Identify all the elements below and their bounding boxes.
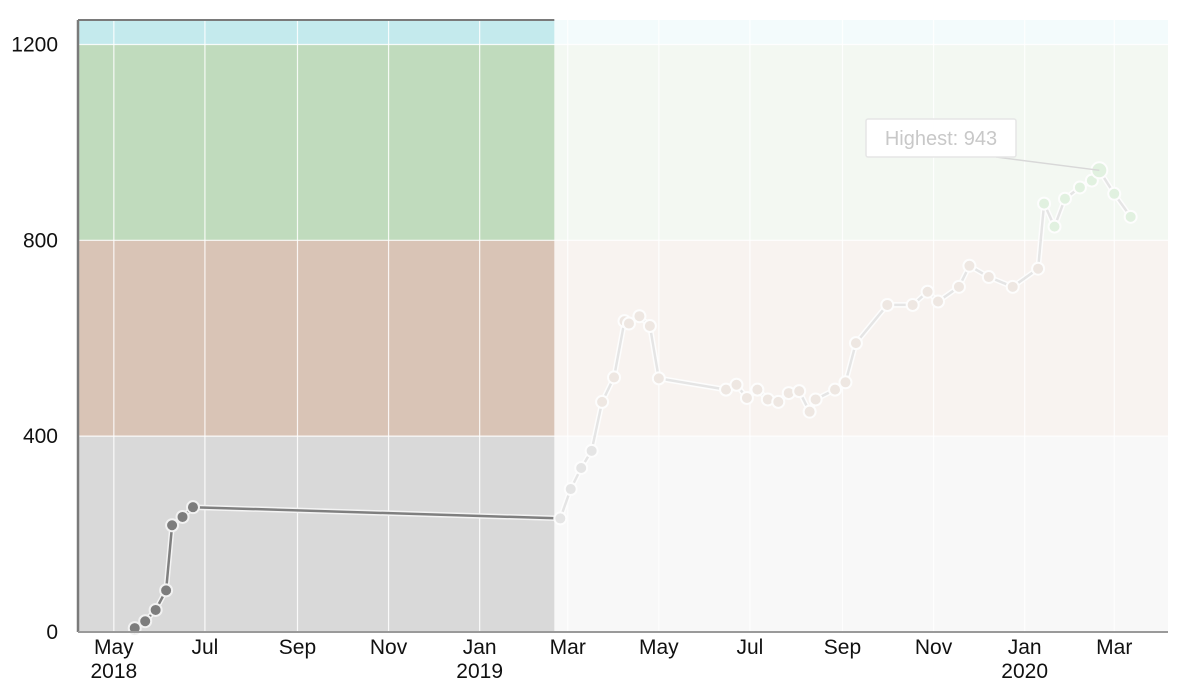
x-tick-year-label: 2018 (90, 660, 137, 683)
data-point (185, 500, 200, 515)
x-tick-label: Mar (550, 636, 586, 659)
y-tick-label: 800 (23, 229, 58, 252)
x-tick-label: Sep (824, 636, 861, 659)
x-tick-year-label: 2020 (1001, 660, 1048, 683)
x-tick-label: May (639, 636, 679, 659)
x-tick-label: May (94, 636, 134, 659)
y-axis: 0 400 800 1200 (11, 33, 58, 644)
x-tick-label: Nov (915, 636, 953, 659)
unselected-range-overlay (554, 20, 1168, 632)
y-tick-label: 1200 (11, 33, 58, 56)
data-point (165, 518, 180, 533)
x-tick-label: Jan (463, 636, 497, 659)
x-tick-label: Jul (191, 636, 218, 659)
y-tick-label: 0 (46, 621, 58, 644)
tooltip-box (865, 118, 1017, 158)
x-tick-label: Mar (1096, 636, 1132, 659)
x-tick-label: Jan (1008, 636, 1042, 659)
y-tick-label: 400 (23, 425, 58, 448)
x-tick-year-label: 2019 (456, 660, 503, 683)
x-tick-label: Jul (736, 636, 763, 659)
x-tick-label: Nov (370, 636, 408, 659)
data-point (138, 614, 153, 629)
tooltip: Highest: 943 (865, 118, 1100, 172)
x-tick-label: Sep (279, 636, 316, 659)
tooltip-label: Highest: 943 (885, 128, 997, 150)
data-point (159, 583, 174, 598)
data-point (175, 509, 190, 524)
data-point (148, 602, 163, 617)
tooltip-connector (995, 156, 1100, 172)
